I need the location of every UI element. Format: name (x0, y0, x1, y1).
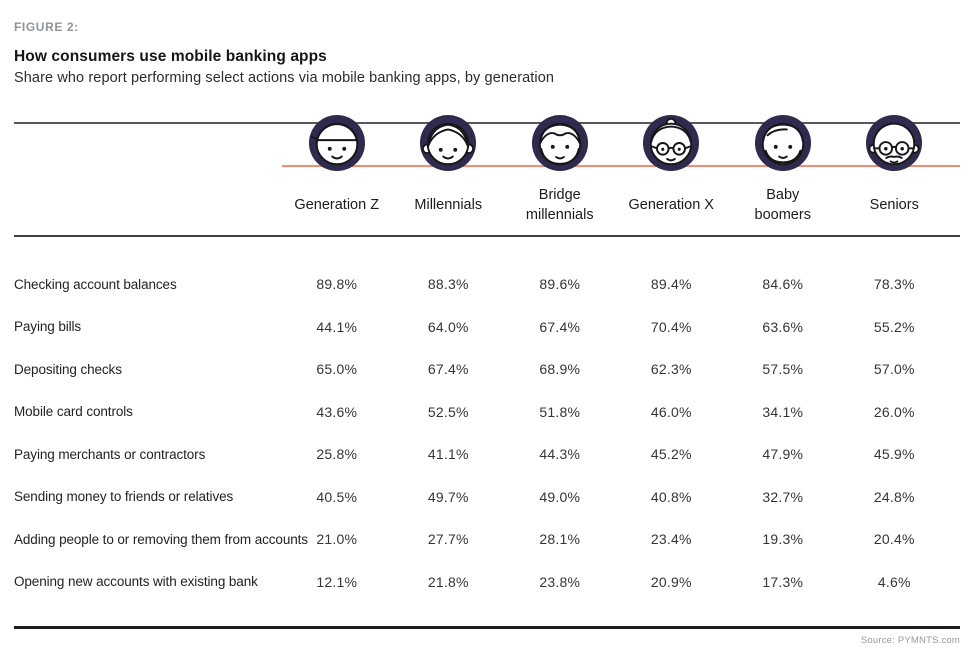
row-label: Sending money to friends or relatives (14, 489, 234, 505)
value-cell: 41.1% (427, 446, 469, 463)
top-rule (14, 122, 960, 124)
value-cell: 88.3% (427, 276, 469, 293)
column-header-seniors: Seniors (869, 197, 919, 213)
column-header-row: Generation Z Millennials Bridge millennia… (14, 184, 950, 226)
value-cell: 51.8% (539, 403, 581, 420)
value-cell: 64.0% (427, 318, 469, 335)
figure-title: How consumers use mobile banking apps (14, 48, 327, 65)
value-cell: 45.2% (650, 446, 692, 463)
seniors-avatar-icon (839, 114, 951, 172)
value-cell: 34.1% (762, 403, 804, 420)
value-cell: 70.4% (650, 318, 692, 335)
value-cell: 44.3% (539, 446, 581, 463)
value-cell: 12.1% (316, 573, 358, 590)
figure-header: FIGURE 2: How consumers use mobile banki… (14, 0, 960, 86)
value-cell: 62.3% (650, 361, 692, 378)
value-cell: 57.0% (873, 361, 915, 378)
value-cell: 20.4% (873, 531, 915, 548)
row-label: Checking account balances (14, 276, 177, 292)
value-cell: 23.8% (539, 573, 581, 590)
table-row: Mobile card controls 43.6% 52.5% 51.8% 4… (14, 391, 950, 434)
column-header-generation-x: Generation X (628, 197, 714, 213)
millennials-avatar-icon (393, 114, 505, 172)
value-cell: 4.6% (877, 573, 911, 590)
table-row: Depositing checks 65.0% 67.4% 68.9% 62.3… (14, 348, 950, 391)
value-cell: 49.0% (539, 488, 581, 505)
row-label: Mobile card controls (14, 404, 133, 420)
header-rule (14, 235, 960, 237)
value-cell: 55.2% (873, 318, 915, 335)
value-cell: 84.6% (762, 276, 804, 293)
value-cell: 89.8% (316, 276, 358, 293)
value-cell: 20.9% (650, 573, 692, 590)
column-header-baby-boomers: Baby boomers (754, 187, 811, 223)
value-cell: 25.8% (316, 446, 358, 463)
table-row: Checking account balances 89.8% 88.3% 89… (14, 263, 950, 306)
row-label: Paying merchants or contractors (14, 446, 206, 462)
column-header-bridge-millennials: Bridge millennials (525, 187, 594, 223)
baby-boomers-avatar-icon (727, 114, 839, 172)
value-cell: 52.5% (427, 403, 469, 420)
value-cell: 46.0% (650, 403, 692, 420)
value-cell: 26.0% (873, 403, 915, 420)
column-header-generation-z: Generation Z (294, 197, 380, 213)
avatar-row (14, 114, 950, 172)
value-cell: 19.3% (762, 531, 804, 548)
value-cell: 24.8% (873, 488, 915, 505)
table-body: Checking account balances 89.8% 88.3% 89… (14, 237, 960, 603)
table-row: Sending money to friends or relatives 40… (14, 476, 950, 519)
row-label: Adding people to or removing them from a… (14, 531, 308, 547)
table-row: Adding people to or removing them from a… (14, 518, 950, 561)
generation-z-avatar-icon (281, 114, 393, 172)
row-label: Opening new accounts with existing bank (14, 574, 258, 590)
value-cell: 21.0% (316, 531, 358, 548)
value-cell: 23.4% (650, 531, 692, 548)
generation-x-avatar-icon (616, 114, 728, 172)
row-label: Paying bills (14, 319, 82, 335)
value-cell: 43.6% (316, 403, 358, 420)
value-cell: 17.3% (762, 573, 804, 590)
footer-rule (14, 626, 960, 629)
table-row: Paying bills 44.1% 64.0% 67.4% 70.4% 63.… (14, 306, 950, 349)
value-cell: 49.7% (427, 488, 469, 505)
accent-rule (282, 165, 960, 167)
value-cell: 40.8% (650, 488, 692, 505)
value-cell: 78.3% (873, 276, 915, 293)
source-credit: Source: PYMNTS.com (860, 635, 960, 646)
value-cell: 89.6% (539, 276, 581, 293)
value-cell: 63.6% (762, 318, 804, 335)
value-cell: 89.4% (650, 276, 692, 293)
value-cell: 27.7% (427, 531, 469, 548)
value-cell: 40.5% (316, 488, 358, 505)
value-cell: 47.9% (762, 446, 804, 463)
value-cell: 21.8% (427, 573, 469, 590)
row-label: Depositing checks (14, 361, 122, 377)
figure-label: FIGURE 2: (14, 20, 79, 34)
value-cell: 67.4% (539, 318, 581, 335)
table-row: Opening new accounts with existing bank … (14, 561, 950, 604)
bridge-millennials-avatar-icon (504, 114, 616, 172)
value-cell: 45.9% (873, 446, 915, 463)
value-cell: 57.5% (762, 361, 804, 378)
value-cell: 32.7% (762, 488, 804, 505)
table-row: Paying merchants or contractors 25.8% 41… (14, 433, 950, 476)
column-header-millennials: Millennials (414, 197, 483, 213)
value-cell: 68.9% (539, 361, 581, 378)
value-cell: 28.1% (539, 531, 581, 548)
generation-avatar-band (14, 114, 960, 172)
value-cell: 67.4% (427, 361, 469, 378)
figure-subtitle: Share who report performing select actio… (14, 70, 555, 86)
value-cell: 44.1% (316, 318, 358, 335)
value-cell: 65.0% (316, 361, 358, 378)
